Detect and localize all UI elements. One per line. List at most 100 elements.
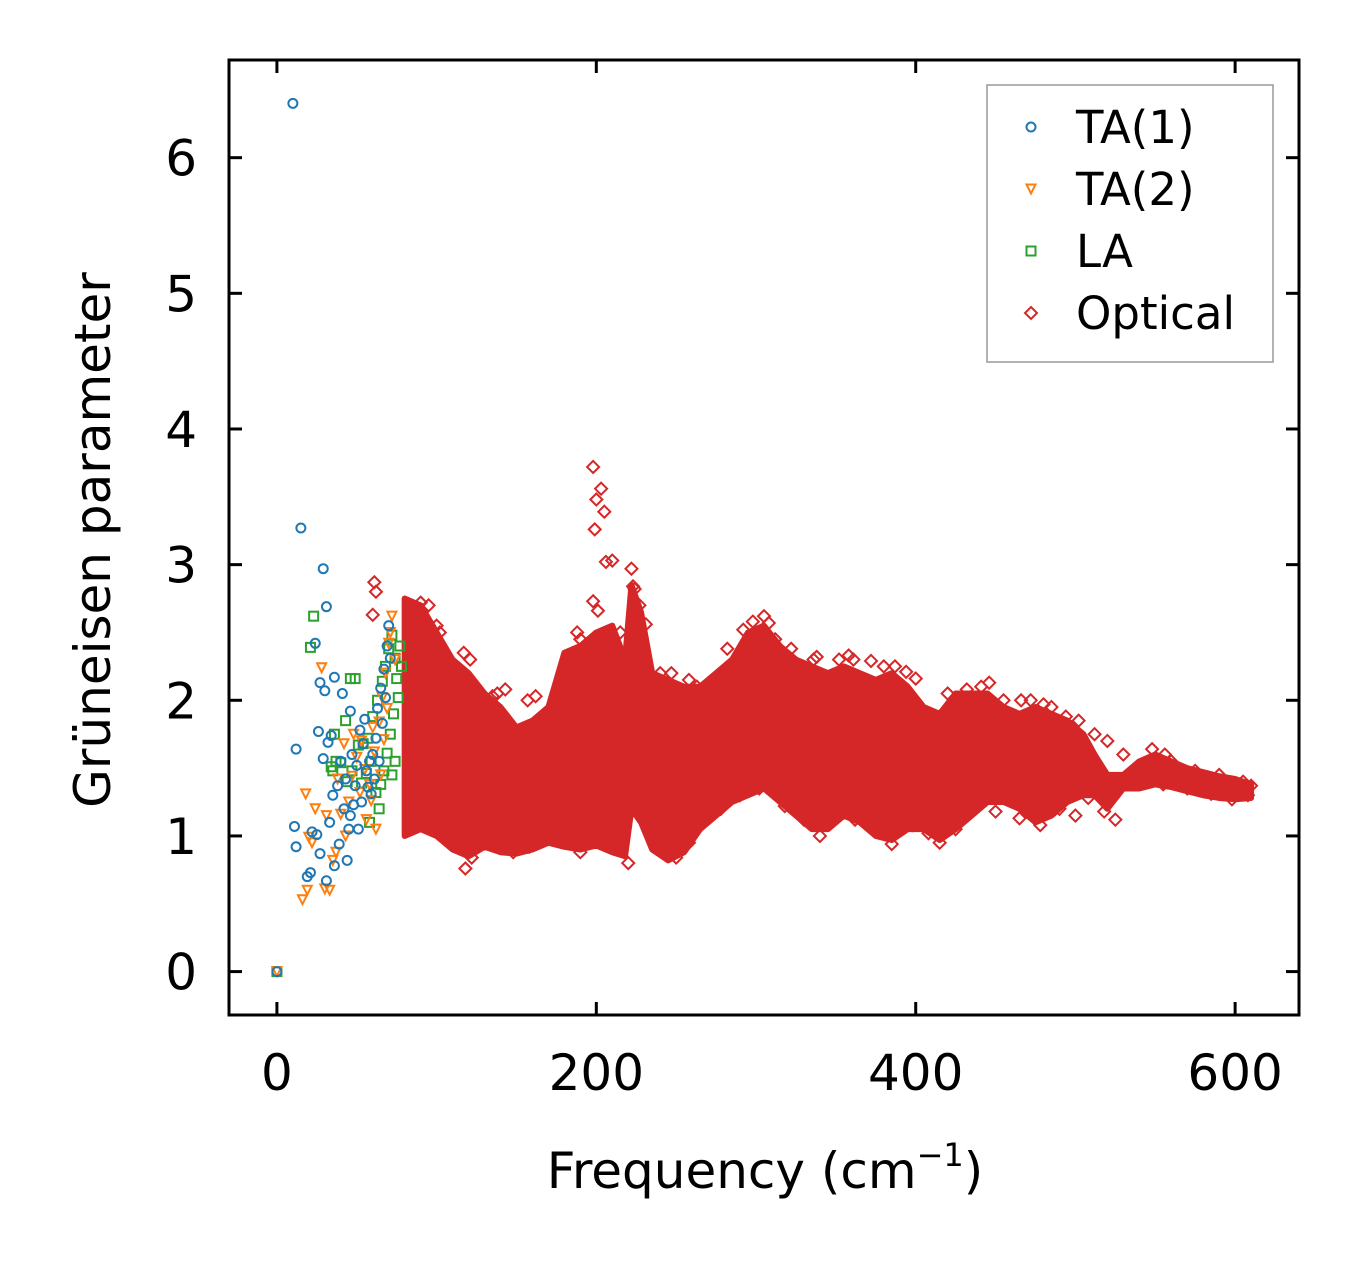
point-optical (1099, 733, 1115, 749)
point-optical (692, 760, 708, 776)
point-optical (940, 686, 956, 701)
point-optical (1224, 791, 1240, 807)
point-optical (587, 521, 603, 537)
point-optical (638, 616, 654, 632)
point-ta1 (375, 682, 387, 694)
x-tick-labels: 0 200 400 600 (261, 1044, 1283, 1102)
x-tick-label: 0 (261, 1044, 293, 1102)
point-optical (668, 850, 684, 866)
y-tick-label: 1 (165, 808, 197, 866)
point-ta1 (373, 755, 385, 767)
point-optical (585, 593, 601, 609)
point-optical (1115, 747, 1131, 762)
point-optical (1103, 774, 1118, 790)
legend: TA(1) TA(2) LA Optical (986, 84, 1274, 363)
point-optical (410, 625, 425, 640)
point-optical (724, 747, 740, 762)
point-ta1 (290, 743, 302, 755)
point-optical (1219, 779, 1235, 795)
point-ta2 (388, 654, 402, 667)
point-la (395, 660, 407, 672)
point-optical (553, 828, 569, 844)
point-optical (1235, 781, 1251, 796)
point-ta2 (337, 738, 351, 751)
point-ta1 (317, 563, 329, 575)
point-optical (806, 652, 821, 668)
point-optical (604, 553, 620, 568)
point-optical (863, 653, 879, 669)
point-ta2 (380, 702, 394, 716)
point-optical (608, 839, 623, 855)
point-optical (831, 652, 847, 668)
point-optical (681, 835, 697, 851)
point-ta2 (374, 769, 387, 782)
point-ta1 (368, 773, 380, 785)
y-axis-title: Grüneisen parameter (64, 272, 122, 808)
point-optical (561, 675, 577, 691)
point-ta1 (381, 640, 393, 652)
point-ta1 (344, 810, 356, 822)
point-optical (921, 825, 936, 841)
point-ta2 (360, 814, 373, 827)
point-ta1 (344, 705, 356, 717)
point-la (391, 673, 403, 685)
point-optical (937, 774, 952, 790)
y-tick-label: 6 (165, 130, 197, 188)
point-optical (916, 733, 932, 749)
point-optical (1203, 786, 1219, 802)
point-optical (932, 835, 948, 851)
point-optical (772, 706, 788, 722)
point-optical (437, 747, 453, 762)
point-ta1 (376, 717, 388, 729)
point-optical (804, 720, 820, 735)
point-ta1 (370, 732, 382, 744)
point-optical (836, 706, 852, 722)
point-optical (572, 844, 588, 860)
point-optical (1007, 767, 1023, 783)
point-optical (593, 481, 609, 497)
point-optical (473, 720, 489, 735)
point-optical (548, 747, 564, 762)
point-optical (820, 747, 836, 762)
point-optical (887, 658, 903, 674)
point-optical (908, 671, 924, 686)
point-optical (948, 821, 964, 837)
point-optical (1144, 741, 1160, 757)
point-optical (429, 618, 445, 634)
y-tick-label: 0 (165, 944, 197, 1002)
point-optical (403, 747, 419, 762)
point-ta1 (312, 725, 324, 737)
point-optical (828, 808, 844, 824)
point-optical (1036, 696, 1051, 712)
point-optical (767, 631, 783, 647)
point-optical (1013, 692, 1029, 708)
point-optical (429, 814, 445, 830)
point-optical (796, 812, 812, 828)
point-ta1 (314, 848, 326, 860)
point-optical (1123, 776, 1139, 792)
point-la (392, 692, 404, 704)
point-optical (445, 828, 460, 844)
point-ta1 (328, 671, 340, 683)
point-optical (953, 726, 968, 742)
point-ta1 (311, 829, 323, 841)
point-ta1 (341, 854, 353, 866)
point-ta2 (309, 803, 322, 816)
point-optical (852, 760, 868, 776)
point-optical (777, 798, 793, 814)
point-optical (432, 625, 448, 640)
point-ta1 (328, 860, 340, 872)
point-optical (596, 504, 612, 520)
point-optical (681, 672, 697, 688)
point-optical (485, 688, 500, 704)
point-ta1 (325, 730, 337, 742)
point-ta1 (317, 753, 329, 765)
point-optical (1058, 709, 1074, 724)
point-optical (604, 631, 620, 647)
point-ta1 (336, 688, 348, 700)
point-optical (1068, 808, 1083, 824)
point-ta1 (356, 796, 368, 808)
point-optical (590, 603, 606, 619)
point-ta1 (367, 749, 379, 761)
point-ta1 (360, 765, 372, 777)
